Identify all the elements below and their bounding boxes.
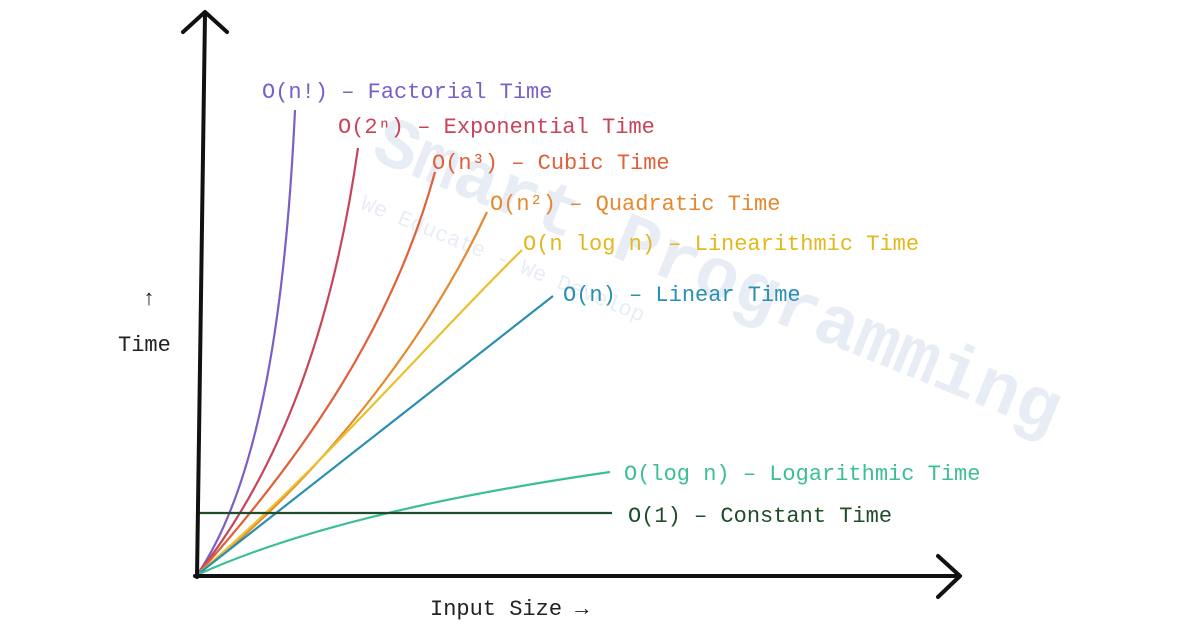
curve-factorial bbox=[196, 109, 297, 576]
y-axis-arrow-label: ↑ bbox=[142, 287, 155, 312]
curve-label: O(2ⁿ) – Exponential Time bbox=[338, 115, 655, 140]
curve-linear bbox=[196, 295, 554, 576]
curve-label: O(log n) – Logarithmic Time bbox=[624, 462, 980, 487]
x-axis-arrow bbox=[936, 554, 962, 599]
y-axis-label: Time bbox=[118, 333, 171, 358]
y-axis bbox=[195, 12, 207, 579]
curve-logarithmic bbox=[196, 470, 611, 577]
curve-linearithmic bbox=[196, 249, 523, 576]
curve-label: O(n³) – Cubic Time bbox=[432, 151, 670, 176]
curve-exponential bbox=[196, 147, 360, 576]
curve-label: O(n²) – Quadratic Time bbox=[490, 192, 780, 217]
curve-quadratic bbox=[196, 211, 488, 576]
axes bbox=[181, 10, 962, 599]
x-axis-label: Input Size → bbox=[430, 597, 589, 622]
y-axis-arrow bbox=[181, 10, 229, 34]
curve-label: O(1) – Constant Time bbox=[628, 504, 892, 529]
curve-label: O(n) – Linear Time bbox=[563, 283, 801, 308]
curves bbox=[196, 109, 612, 577]
curve-label: O(n!) – Factorial Time bbox=[262, 80, 552, 105]
curve-cubic bbox=[196, 171, 437, 576]
curve-label: O(n log n) – Linearithmic Time bbox=[523, 232, 919, 257]
